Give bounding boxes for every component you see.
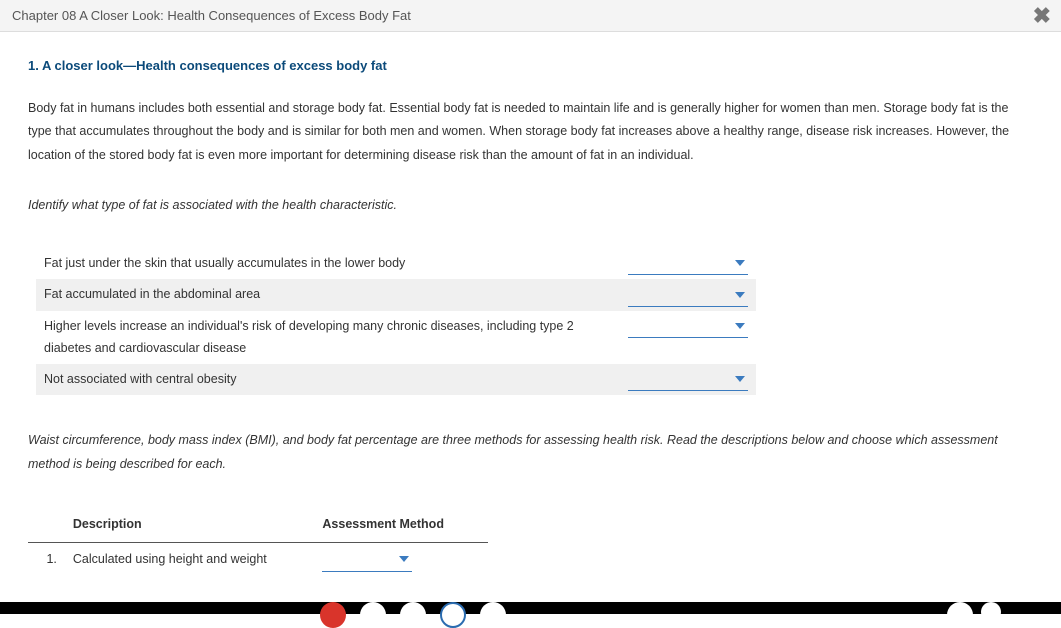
nav-button[interactable] — [480, 602, 506, 628]
assessment-description: Calculated using height and weight — [65, 543, 315, 576]
col-header-num — [28, 507, 65, 543]
match-description: Not associated with central obesity — [36, 364, 611, 396]
instruction-2: Waist circumference, body mass index (BM… — [28, 429, 1033, 477]
nav-button[interactable] — [440, 602, 466, 628]
assessment-table: Description Assessment Method 1. Calcula… — [28, 507, 488, 577]
table-row: Fat just under the skin that usually acc… — [36, 248, 756, 280]
table-row: 1. Calculated using height and weight — [28, 543, 488, 576]
nav-button[interactable] — [981, 602, 1001, 622]
chevron-down-icon — [734, 374, 746, 384]
table-row: Higher levels increase an individual's r… — [36, 311, 756, 364]
footer-right-buttons — [947, 602, 1001, 614]
chapter-header-bar: Chapter 08 A Closer Look: Health Consequ… — [0, 0, 1061, 32]
col-header-method: Assessment Method — [314, 507, 488, 543]
instruction-1: Identify what type of fat is associated … — [28, 194, 1033, 218]
footer-nav-buttons — [320, 602, 506, 614]
chapter-title: Chapter 08 A Closer Look: Health Consequ… — [12, 8, 411, 23]
close-icon[interactable]: ✖ — [1033, 5, 1051, 27]
nav-button[interactable] — [947, 602, 973, 628]
chevron-down-icon — [734, 258, 746, 268]
col-header-description: Description — [65, 507, 315, 543]
nav-button[interactable] — [400, 602, 426, 628]
table-row: Not associated with central obesity — [36, 364, 756, 396]
match-description: Fat accumulated in the abdominal area — [36, 279, 611, 311]
nav-button[interactable] — [320, 602, 346, 628]
dropdown-selector[interactable] — [322, 547, 412, 572]
chevron-down-icon — [398, 554, 410, 564]
dropdown-selector[interactable] — [628, 368, 748, 392]
dropdown-selector[interactable] — [628, 315, 748, 339]
chevron-down-icon — [734, 290, 746, 300]
match-description: Higher levels increase an individual's r… — [36, 311, 611, 364]
intro-paragraph: Body fat in humans includes both essenti… — [28, 97, 1033, 168]
nav-button[interactable] — [360, 602, 386, 628]
row-number: 1. — [28, 543, 65, 576]
match-description: Fat just under the skin that usually acc… — [36, 248, 611, 280]
table-header-row: Description Assessment Method — [28, 507, 488, 543]
question-title: 1. A closer look—Health consequences of … — [28, 54, 1033, 79]
footer-toolbar — [0, 602, 1061, 614]
matching-table: Fat just under the skin that usually acc… — [36, 248, 756, 396]
table-row: Fat accumulated in the abdominal area — [36, 279, 756, 311]
dropdown-selector[interactable] — [628, 283, 748, 307]
chevron-down-icon — [734, 321, 746, 331]
dropdown-selector[interactable] — [628, 252, 748, 276]
question-content: 1. A closer look—Health consequences of … — [0, 32, 1061, 602]
